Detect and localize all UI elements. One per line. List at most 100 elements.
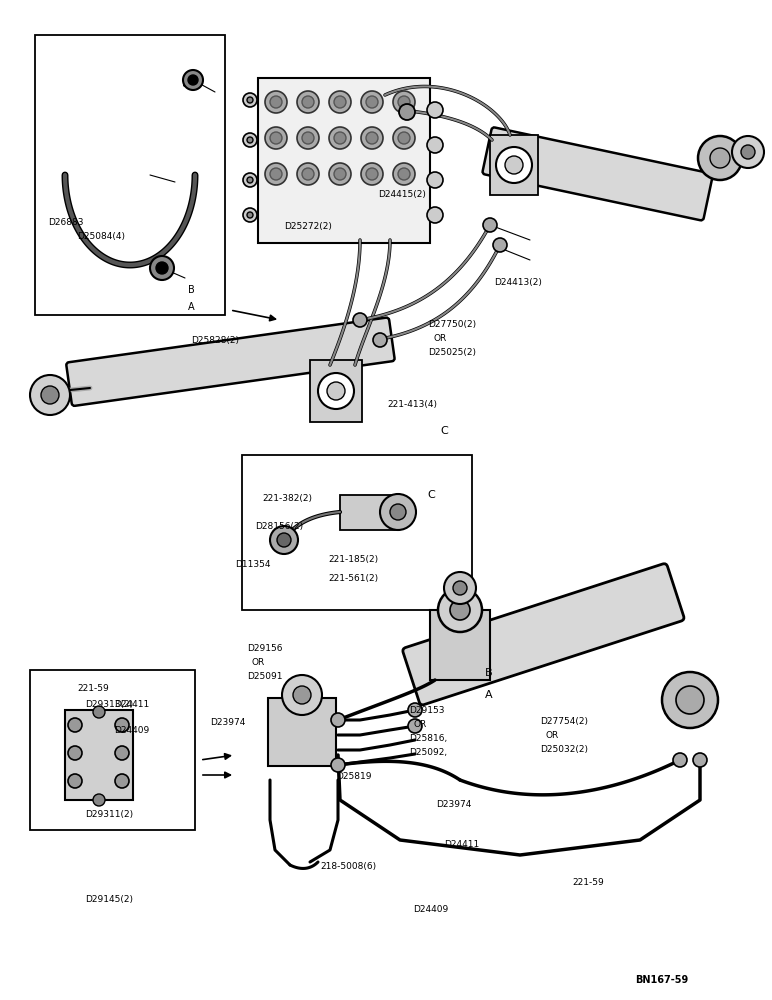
Circle shape bbox=[741, 145, 755, 159]
Circle shape bbox=[293, 686, 311, 704]
Circle shape bbox=[331, 758, 345, 772]
Circle shape bbox=[302, 96, 314, 108]
Text: OR: OR bbox=[546, 731, 559, 740]
Circle shape bbox=[390, 504, 406, 520]
Text: D24413(2): D24413(2) bbox=[494, 278, 542, 287]
Bar bbox=[490, 135, 538, 195]
Text: 218-5008(6): 218-5008(6) bbox=[320, 862, 377, 871]
Text: BN167-59: BN167-59 bbox=[635, 975, 689, 985]
Circle shape bbox=[393, 127, 415, 149]
FancyBboxPatch shape bbox=[403, 564, 684, 705]
Text: D24409: D24409 bbox=[114, 726, 150, 735]
Text: A: A bbox=[188, 302, 195, 312]
Circle shape bbox=[329, 163, 351, 185]
Circle shape bbox=[270, 132, 282, 144]
Circle shape bbox=[68, 746, 82, 760]
Bar bbox=[430, 610, 490, 680]
Circle shape bbox=[398, 132, 410, 144]
Circle shape bbox=[150, 256, 174, 280]
Circle shape bbox=[361, 127, 383, 149]
Text: D11354: D11354 bbox=[235, 560, 271, 569]
Text: D25025(2): D25025(2) bbox=[428, 348, 476, 357]
Circle shape bbox=[693, 753, 707, 767]
Circle shape bbox=[302, 168, 314, 180]
Text: D29156: D29156 bbox=[247, 644, 283, 653]
Bar bbox=[268, 698, 336, 766]
Circle shape bbox=[398, 96, 410, 108]
Circle shape bbox=[30, 375, 70, 415]
Text: D24411: D24411 bbox=[114, 700, 150, 709]
Text: 221-59: 221-59 bbox=[573, 878, 604, 887]
Circle shape bbox=[247, 97, 253, 103]
Text: D29145(2): D29145(2) bbox=[85, 895, 133, 904]
Circle shape bbox=[427, 137, 443, 153]
Circle shape bbox=[327, 382, 345, 400]
Text: D25816,: D25816, bbox=[409, 734, 448, 743]
Circle shape bbox=[398, 168, 410, 180]
Circle shape bbox=[188, 75, 198, 85]
Text: D25819: D25819 bbox=[336, 772, 371, 781]
Text: D28156(2): D28156(2) bbox=[255, 522, 303, 531]
Circle shape bbox=[438, 588, 482, 632]
Text: 221-413(4): 221-413(4) bbox=[388, 400, 438, 409]
FancyBboxPatch shape bbox=[482, 127, 713, 220]
Circle shape bbox=[334, 132, 346, 144]
Circle shape bbox=[282, 675, 322, 715]
Circle shape bbox=[93, 794, 105, 806]
Bar bbox=[30, 670, 195, 830]
Text: D25092,: D25092, bbox=[409, 748, 447, 757]
Bar bbox=[310, 360, 362, 422]
Text: D27750(2): D27750(2) bbox=[428, 320, 476, 329]
Circle shape bbox=[393, 91, 415, 113]
Bar bbox=[35, 35, 225, 315]
Circle shape bbox=[399, 104, 415, 120]
Circle shape bbox=[297, 91, 319, 113]
Circle shape bbox=[318, 373, 354, 409]
Bar bbox=[258, 78, 430, 243]
Circle shape bbox=[247, 212, 253, 218]
Text: D23974: D23974 bbox=[436, 800, 472, 809]
Circle shape bbox=[453, 581, 467, 595]
Circle shape bbox=[243, 173, 257, 187]
Circle shape bbox=[270, 168, 282, 180]
Circle shape bbox=[353, 313, 367, 327]
Circle shape bbox=[334, 96, 346, 108]
Circle shape bbox=[243, 208, 257, 222]
Circle shape bbox=[366, 168, 378, 180]
Circle shape bbox=[427, 102, 443, 118]
Circle shape bbox=[366, 132, 378, 144]
Text: 221-561(2): 221-561(2) bbox=[328, 574, 378, 583]
Circle shape bbox=[265, 91, 287, 113]
Text: 221-59: 221-59 bbox=[77, 684, 109, 693]
Text: D29313(2): D29313(2) bbox=[85, 700, 133, 709]
Circle shape bbox=[277, 533, 291, 547]
Text: D27754(2): D27754(2) bbox=[540, 717, 588, 726]
Bar bbox=[65, 710, 133, 800]
Circle shape bbox=[302, 132, 314, 144]
Text: OR: OR bbox=[252, 658, 265, 667]
Circle shape bbox=[334, 168, 346, 180]
Text: D24411: D24411 bbox=[444, 840, 479, 849]
Text: B: B bbox=[485, 668, 493, 678]
Circle shape bbox=[444, 572, 476, 604]
Circle shape bbox=[297, 127, 319, 149]
Text: D25272(2): D25272(2) bbox=[284, 222, 332, 231]
Circle shape bbox=[243, 93, 257, 107]
Text: D24415(2): D24415(2) bbox=[378, 190, 426, 199]
Circle shape bbox=[243, 133, 257, 147]
Circle shape bbox=[183, 70, 203, 90]
Circle shape bbox=[427, 172, 443, 188]
Text: D29311(2): D29311(2) bbox=[85, 810, 133, 819]
Circle shape bbox=[662, 672, 718, 728]
Circle shape bbox=[676, 686, 704, 714]
Circle shape bbox=[331, 713, 345, 727]
Circle shape bbox=[329, 127, 351, 149]
Circle shape bbox=[41, 386, 59, 404]
Circle shape bbox=[698, 136, 742, 180]
Text: 221-382(2): 221-382(2) bbox=[262, 494, 313, 503]
Circle shape bbox=[673, 753, 687, 767]
Text: OR: OR bbox=[413, 720, 426, 729]
Circle shape bbox=[156, 262, 168, 274]
Circle shape bbox=[265, 127, 287, 149]
Circle shape bbox=[115, 774, 129, 788]
